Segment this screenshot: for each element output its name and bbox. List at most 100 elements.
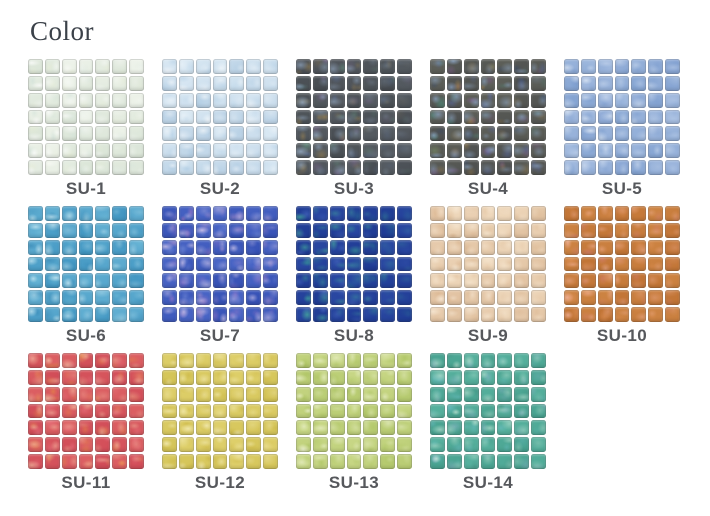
swatch-tile-grid-su-1: [28, 59, 144, 175]
mosaic-tile: [329, 437, 345, 453]
mosaic-tile: [531, 109, 546, 125]
mosaic-tile: [229, 386, 245, 402]
swatch-su-1: SU-1: [28, 59, 144, 199]
mosaic-tile: [129, 239, 144, 255]
mosaic-tile: [178, 222, 194, 238]
mosaic-tile: [296, 454, 311, 469]
swatch-label-su-2: SU-2: [199, 179, 241, 198]
mosaic-tile: [446, 353, 462, 368]
swatch-tile-grid-su-13: [296, 353, 412, 469]
swatch-row-2: SU-6 SU-7 SU-8 SU-9 SU-10: [28, 206, 710, 346]
mosaic-tile: [363, 239, 379, 255]
mosaic-tile: [380, 256, 396, 272]
mosaic-tile: [78, 126, 94, 142]
mosaic-tile: [531, 143, 546, 159]
mosaic-tile: [129, 353, 144, 368]
mosaic-tile: [95, 126, 111, 142]
mosaic-tile: [665, 307, 680, 322]
mosaic-tile: [514, 386, 530, 402]
mosaic-tile: [44, 307, 60, 322]
mosaic-tile: [178, 369, 194, 385]
mosaic-tile: [597, 239, 613, 255]
mosaic-tile: [497, 454, 513, 469]
mosaic-tile: [329, 206, 345, 221]
mosaic-tile: [162, 222, 177, 238]
swatch-su-5: SU-5: [564, 59, 680, 199]
mosaic-tile: [263, 126, 278, 142]
mosaic-tile: [44, 386, 60, 402]
mosaic-tile: [162, 75, 177, 91]
mosaic-tile: [28, 454, 43, 469]
mosaic-tile: [329, 273, 345, 289]
mosaic-tile: [44, 109, 60, 125]
mosaic-tile: [78, 307, 94, 322]
swatch-label-su-9: SU-9: [467, 326, 509, 345]
swatch-label-su-10: SU-10: [596, 326, 648, 345]
mosaic-tile: [28, 206, 43, 221]
mosaic-tile: [597, 109, 613, 125]
mosaic-tile: [346, 222, 362, 238]
mosaic-tile: [195, 454, 211, 469]
mosaic-tile: [178, 160, 194, 175]
mosaic-tile: [514, 239, 530, 255]
swatch-tile-grid-su-9: [430, 206, 546, 322]
mosaic-tile: [430, 420, 445, 436]
mosaic-tile: [229, 160, 245, 175]
mosaic-tile: [514, 454, 530, 469]
mosaic-tile: [312, 92, 328, 108]
mosaic-tile: [229, 239, 245, 255]
mosaic-tile: [44, 420, 60, 436]
mosaic-tile: [597, 256, 613, 272]
mosaic-tile: [178, 454, 194, 469]
mosaic-tile: [296, 206, 311, 221]
mosaic-tile: [78, 369, 94, 385]
mosaic-tile: [296, 307, 311, 322]
mosaic-tile: [614, 273, 630, 289]
swatch-su-8: SU-8: [296, 206, 412, 346]
mosaic-tile: [380, 160, 396, 175]
mosaic-tile: [263, 222, 278, 238]
mosaic-tile: [112, 420, 128, 436]
mosaic-tile: [28, 59, 43, 74]
mosaic-tile: [346, 256, 362, 272]
mosaic-tile: [363, 126, 379, 142]
mosaic-tile: [263, 59, 278, 74]
mosaic-tile: [514, 273, 530, 289]
mosaic-tile: [329, 75, 345, 91]
mosaic-tile: [229, 273, 245, 289]
mosaic-tile: [178, 353, 194, 368]
mosaic-tile: [229, 222, 245, 238]
mosaic-tile: [178, 403, 194, 419]
mosaic-tile: [61, 353, 77, 368]
mosaic-tile: [129, 307, 144, 322]
mosaic-tile: [397, 126, 412, 142]
mosaic-tile: [363, 160, 379, 175]
mosaic-tile: [648, 92, 664, 108]
mosaic-tile: [514, 256, 530, 272]
mosaic-tile: [614, 222, 630, 238]
mosaic-tile: [380, 75, 396, 91]
mosaic-tile: [397, 160, 412, 175]
mosaic-tile: [597, 290, 613, 306]
mosaic-tile: [380, 126, 396, 142]
mosaic-tile: [380, 454, 396, 469]
mosaic-tile: [212, 256, 228, 272]
mosaic-tile: [178, 206, 194, 221]
color-chart-page: Color SU-1 SU-2 SU-3 SU-4 SU-5: [0, 16, 710, 516]
mosaic-tile: [614, 59, 630, 74]
mosaic-tile: [178, 143, 194, 159]
mosaic-tile: [312, 386, 328, 402]
mosaic-tile: [263, 273, 278, 289]
mosaic-tile: [312, 273, 328, 289]
mosaic-tile: [78, 353, 94, 368]
mosaic-tile: [95, 206, 111, 221]
page-title: Color: [30, 16, 95, 46]
swatch-label-su-3: SU-3: [333, 179, 375, 198]
mosaic-tile: [44, 143, 60, 159]
mosaic-tile: [531, 59, 546, 74]
mosaic-tile: [329, 126, 345, 142]
mosaic-tile: [229, 290, 245, 306]
swatch-su-10: SU-10: [564, 206, 680, 346]
swatch-label-su-14: SU-14: [462, 473, 514, 492]
mosaic-tile: [195, 353, 211, 368]
